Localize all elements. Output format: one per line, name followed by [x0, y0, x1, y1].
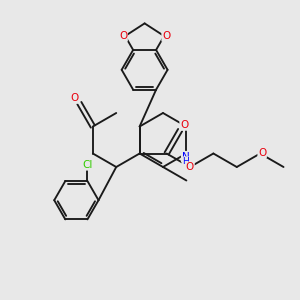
Text: O: O — [186, 162, 194, 172]
Text: O: O — [162, 31, 170, 41]
Text: O: O — [180, 120, 188, 130]
Text: H: H — [182, 157, 189, 166]
Text: O: O — [119, 31, 127, 41]
Text: Cl: Cl — [82, 160, 93, 170]
Text: O: O — [70, 93, 79, 103]
Text: N: N — [182, 152, 189, 161]
Text: O: O — [258, 148, 266, 158]
